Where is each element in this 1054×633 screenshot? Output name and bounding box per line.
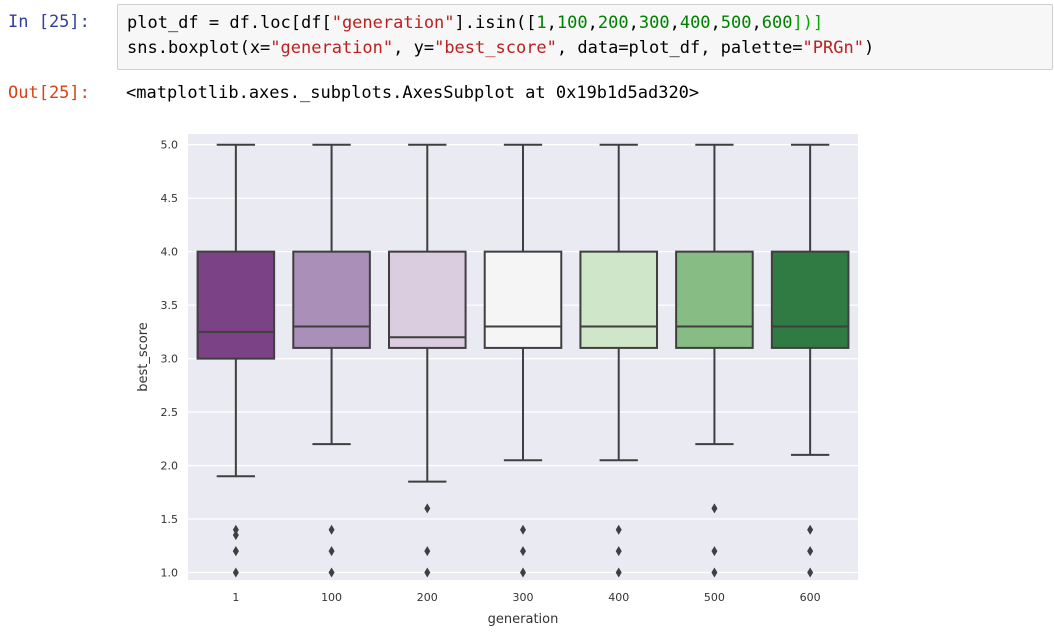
y-tick-label: 3.5 [161, 299, 179, 312]
y-tick-label: 3.0 [161, 353, 179, 366]
code-token: "generation" [270, 38, 394, 58]
outlier-point [232, 524, 239, 535]
outlier-point [807, 546, 814, 557]
code-token: 500 [720, 13, 752, 33]
box-1 [196, 250, 276, 360]
outlier-point [232, 530, 239, 541]
outlier-point [232, 546, 239, 557]
x-tick-label: 300 [513, 591, 534, 604]
outlier-point [711, 567, 718, 578]
box-300 [483, 250, 563, 349]
code-token: 600 [761, 13, 793, 33]
x-tick-label: 600 [800, 591, 821, 604]
code-token: 200 [597, 13, 629, 33]
y-tick-label: 4.0 [161, 246, 179, 259]
x-axis-label: generation [488, 612, 559, 627]
outlier-point [328, 546, 335, 557]
outlier-point [424, 546, 431, 557]
code-token: , [628, 13, 639, 33]
code-token: , y= [393, 38, 435, 58]
code-token: , [587, 13, 598, 33]
box-500 [675, 250, 754, 349]
code-token: sns.boxplot(x= [127, 38, 271, 58]
y-tick-label: 1.5 [161, 513, 179, 526]
output-prompt: Out[25]: [8, 83, 90, 103]
outlier-point [328, 567, 335, 578]
outlier-point [615, 546, 622, 557]
y-tick-label: 2.0 [161, 460, 179, 473]
outlier-point [424, 567, 431, 578]
code-token: , [546, 13, 557, 33]
code-token: , data=plot_df, palette= [556, 38, 803, 58]
code-token: ].isin([ [454, 13, 537, 33]
code-token: "best_score" [434, 38, 557, 58]
outlier-point [232, 567, 239, 578]
outlier-point [711, 503, 718, 514]
code-token: ])] [792, 13, 824, 33]
x-tick-label: 1 [232, 591, 239, 604]
code-token: , [669, 13, 680, 33]
code-token: , [751, 13, 762, 33]
box-600 [770, 250, 850, 349]
output-text: <matplotlib.axes._subplots.AxesSubplot a… [126, 83, 700, 103]
outlier-point [424, 503, 431, 514]
outlier-point [520, 524, 526, 535]
input-prompt: In [25]: [8, 12, 90, 32]
outlier-point [520, 567, 526, 578]
x-tick-label: 500 [704, 591, 725, 604]
code-line-2: sns.boxplot(x="generation", y="best_scor… [127, 36, 1052, 61]
x-tick-label: 200 [417, 591, 438, 604]
y-tick-label: 4.5 [161, 192, 179, 205]
code-cell-editor[interactable]: plot_df = df.loc[df["generation"].isin([… [117, 4, 1053, 70]
y-axis-label: best_score [136, 322, 151, 392]
code-token: "generation" [331, 13, 455, 33]
outlier-point [807, 567, 814, 578]
y-tick-label: 2.5 [161, 406, 179, 419]
code-token: 100 [556, 13, 588, 33]
code-token: 400 [679, 13, 711, 33]
outlier-point [807, 524, 814, 535]
x-tick-label: 100 [321, 591, 342, 604]
outlier-point [328, 524, 335, 535]
code-token: 1 [536, 13, 547, 33]
outlier-point [520, 546, 526, 557]
y-tick-label: 5.0 [161, 139, 179, 152]
y-tick-label: 1.0 [161, 567, 179, 580]
outlier-point [615, 567, 622, 578]
x-tick-label: 400 [608, 591, 629, 604]
code-token: ) [863, 38, 875, 58]
code-token: 300 [638, 13, 670, 33]
code-line-1: plot_df = df.loc[df["generation"].isin([… [127, 11, 1052, 36]
outlier-point [615, 524, 622, 535]
box-100 [292, 250, 371, 349]
code-token: "PRGn" [802, 38, 864, 58]
box-400 [579, 250, 659, 349]
code-token: , [710, 13, 721, 33]
code-token: plot_df = df.loc[df[ [127, 13, 332, 33]
outlier-point [711, 546, 718, 557]
box-200 [388, 250, 467, 349]
